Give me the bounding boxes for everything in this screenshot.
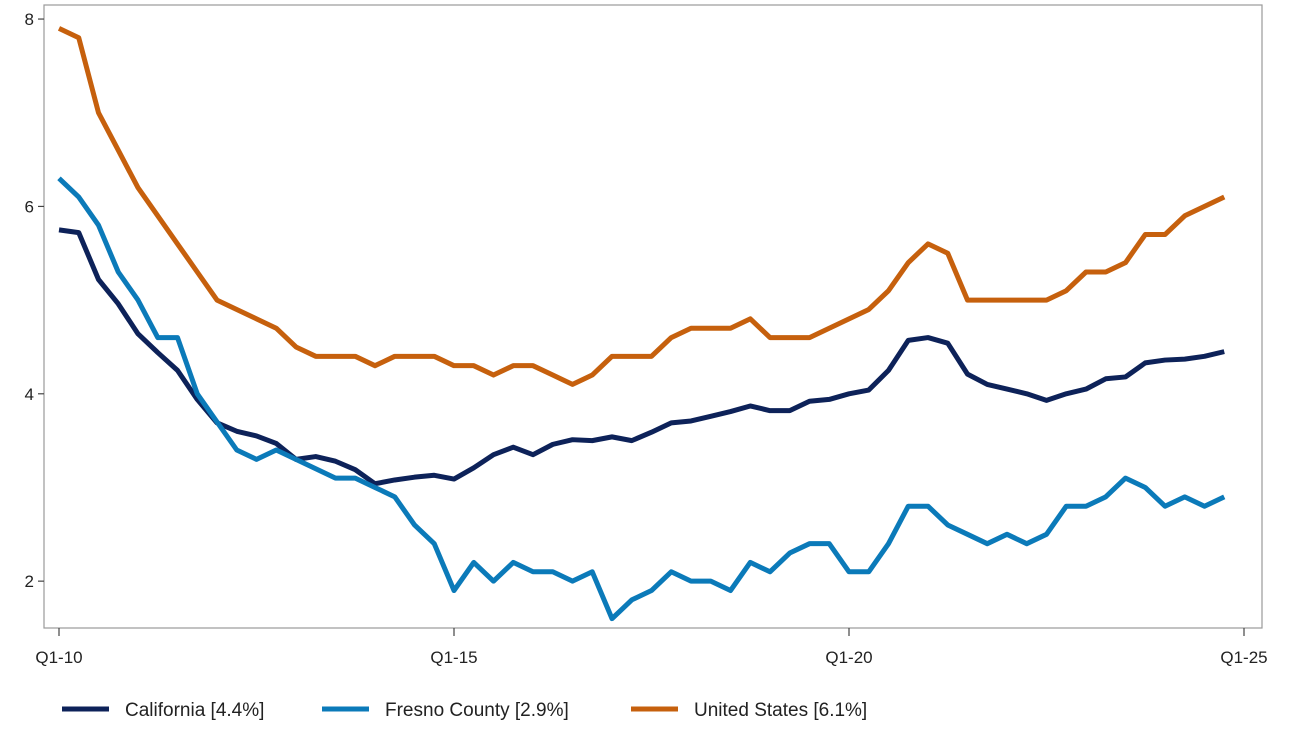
x-tick-label: Q1-15 bbox=[430, 648, 477, 667]
x-tick-label: Q1-10 bbox=[35, 648, 82, 667]
y-tick-label: 8 bbox=[25, 10, 34, 29]
y-tick-label: 2 bbox=[25, 572, 34, 591]
x-axis: Q1-10 Q1-15 Q1-20 Q1-25 bbox=[35, 628, 1268, 667]
y-tick-label: 4 bbox=[25, 385, 34, 404]
y-tick-label: 6 bbox=[25, 197, 34, 216]
plot-frame bbox=[43, 4, 1263, 629]
x-tick-label: Q1-20 bbox=[825, 648, 872, 667]
legend-label: Fresno County [2.9%] bbox=[385, 700, 569, 721]
legend-label: United States [6.1%] bbox=[694, 700, 867, 721]
series-line-california bbox=[58, 227, 1225, 487]
y-axis: 2 4 6 8 bbox=[25, 10, 44, 591]
series-line-fresno-county bbox=[57, 176, 1226, 622]
legend-label: California [4.4%] bbox=[125, 700, 264, 721]
series-layer bbox=[57, 26, 1226, 622]
legend: California [4.4%] Fresno County [2.9%] Uni… bbox=[62, 700, 867, 721]
x-tick-label: Q1-25 bbox=[1220, 648, 1267, 667]
series-line-united-states bbox=[57, 26, 1226, 387]
